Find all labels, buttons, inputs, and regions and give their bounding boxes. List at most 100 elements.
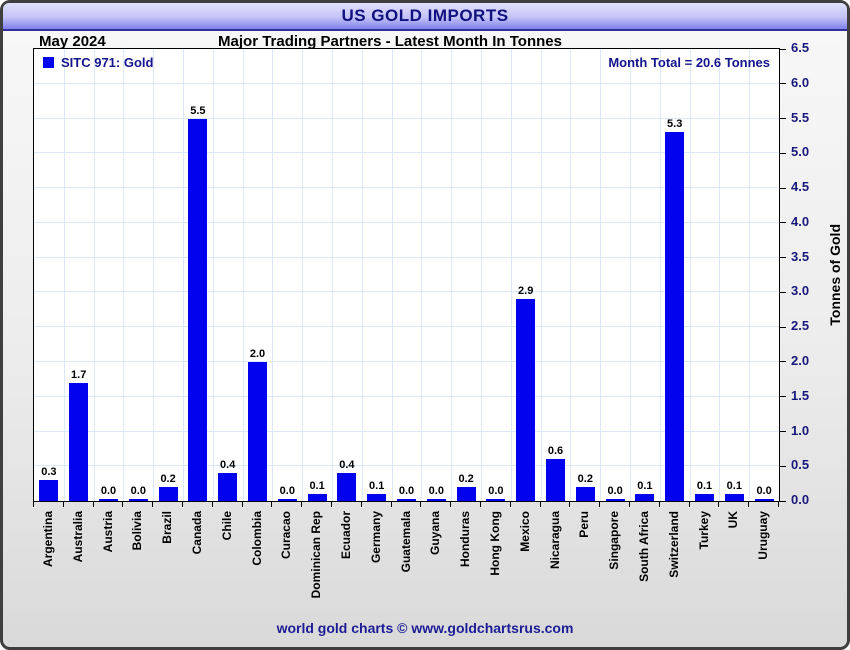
x-tick-mark [331,502,332,507]
gridline-horizontal [34,326,779,328]
gridline-horizontal [34,187,779,189]
gridline-horizontal [34,395,779,397]
y-axis-tick-label: 0.5 [791,457,810,473]
y-axis-tick-label: 4.0 [791,213,810,229]
y-axis: 0.0 0.5 1.0 1.5 2.0 2.5 3.0 3.5 4.0 4.5 5.0 5.5 6.0 6… [780,40,850,507]
bar-peru [575,487,595,501]
y-tick-mark [780,222,786,224]
x-axis: Argentina Australia Austria Bolivia Brazil Ca… [33,502,780,632]
gridline-vertical [361,49,363,501]
gridline-vertical [93,49,95,501]
bar-value-label: 0.4 [339,459,355,472]
y-axis-tick-label: 0.0 [791,492,810,507]
x-axis-label: Nicaragua [547,511,562,570]
x-tick-mark [450,502,452,507]
bar-guatemala [397,499,417,501]
bar-value-label: 0.0 [130,485,146,497]
gridline-vertical [421,49,423,501]
gridline-horizontal [34,221,779,223]
bar-value-label: 0.4 [220,459,236,472]
bar-argentina [39,480,59,501]
bar-value-label: 5.5 [190,104,206,117]
bar-singapore [605,499,625,501]
period-label: May 2024 [39,33,106,50]
bar-value-label: 5.3 [667,118,683,131]
y-tick-mark [780,83,786,85]
x-axis-label: Honduras [458,511,473,568]
x-tick-mark [569,502,571,507]
gridline-vertical [212,49,214,501]
y-axis-tick-label: 6.5 [791,40,810,55]
gridline-horizontal [34,291,779,293]
bar-curacao [277,499,297,501]
bar-value-label: 2.0 [249,347,266,360]
x-tick-mark [211,502,213,507]
x-tick-mark [778,502,779,507]
gridline-horizontal [34,82,779,84]
legend-swatch-icon [43,57,54,68]
gridline-horizontal [34,360,779,362]
x-axis-label: Ecuador [338,511,353,560]
bar-value-label: 0.0 [100,485,117,497]
plot-area: SITC 971: Gold Month Total = 20.6 Tonnes… [33,48,780,502]
y-axis-tick-label: 4.5 [791,179,810,195]
bar-value-label: 0.0 [279,485,295,497]
gridline-vertical [123,49,125,501]
gridline-vertical [332,49,333,501]
bar-value-label: 0.0 [607,485,623,497]
y-axis-title: Tonnes of Gold [827,224,843,326]
bar-mexico [516,299,536,501]
title-bar: US GOLD IMPORTS [3,3,847,31]
y-axis-tick-label: 2.0 [791,352,810,368]
x-axis-label: Turkey [696,511,711,550]
x-axis-label: Curacao [279,511,294,560]
x-tick-mark [92,502,94,507]
chart-title: US GOLD IMPORTS [341,6,509,25]
bar-value-label: 0.1 [309,480,325,492]
footer-credit: world gold charts © www.goldchartsrus.co… [276,620,574,636]
x-tick-mark [241,502,243,507]
y-axis-tick-label: 5.0 [791,144,810,160]
x-tick-mark [271,502,273,507]
bar-value-label: 1.7 [71,368,87,381]
gridline-vertical [302,49,304,501]
bar-turkey [695,494,715,501]
x-tick-mark [480,502,481,507]
x-axis-label: Australia [70,511,85,563]
x-tick-mark [599,502,601,507]
bar-austria [99,499,119,501]
x-axis-label: UK [726,511,741,529]
x-tick-mark [360,502,362,507]
bar-nicaragua [546,459,566,501]
bar-colombia [248,361,268,501]
gridline-horizontal [34,465,779,467]
y-tick-mark [780,500,786,502]
x-axis-label: Switzerland [666,511,681,578]
x-axis-label: Guatemala [398,511,413,573]
bar-germany [367,494,387,501]
y-tick-mark [780,187,786,189]
bar-value-label: 0.0 [756,485,772,497]
y-tick-mark [780,257,786,259]
y-axis-tick-label: 5.5 [791,109,810,125]
bar-value-label: 0.2 [160,473,176,486]
gridline-horizontal [34,256,779,258]
y-tick-mark [780,48,786,50]
y-tick-mark [780,431,786,432]
x-axis-label: Mexico [517,511,532,552]
bar-value-label: 0.1 [369,480,385,492]
bar-uruguay [754,499,774,501]
bar-brazil [158,487,178,501]
bar-australia [69,382,89,501]
x-tick-mark [509,502,511,507]
x-tick-mark [182,502,183,507]
y-axis-tick-label: 1.5 [791,387,810,403]
bar-value-label: 2.9 [518,285,534,298]
gridline-vertical [630,49,631,501]
x-axis-label: Dominican Rep [309,511,324,599]
x-axis-label: Guyana [428,511,443,556]
x-tick-mark [718,502,720,507]
x-axis-label: Austria [100,511,115,553]
y-axis-tick-label: 3.5 [791,248,810,264]
